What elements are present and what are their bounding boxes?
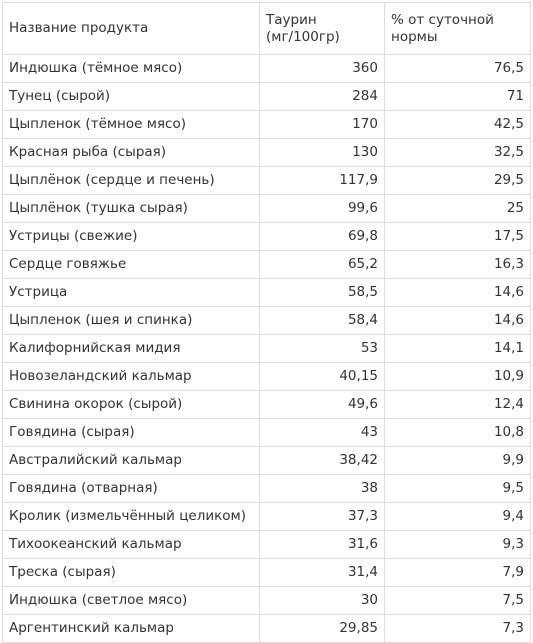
table-row: Новозеландский кальмар 40,15 10,9 — [2, 362, 531, 391]
cell-daily-percent: 10,9 — [384, 362, 531, 391]
table-row: Кролик (измельчённый целиком) 37,3 9,4 — [2, 502, 531, 531]
cell-taurine: 38,42 — [259, 446, 385, 475]
cell-daily-percent: 71 — [384, 82, 531, 111]
table-row: Сердце говяжье 65,2 16,3 — [2, 250, 531, 279]
cell-product-name: Кролик (измельчённый целиком) — [2, 502, 260, 531]
cell-taurine: 40,15 — [259, 362, 385, 391]
header-taurine: Таурин (мг/100гр) — [259, 2, 385, 55]
cell-taurine: 37,3 — [259, 502, 385, 531]
table-row: Тихоокеанский кальмар 31,6 9,3 — [2, 530, 531, 559]
table-header: Название продукта Таурин (мг/100гр) % от… — [2, 2, 531, 55]
cell-daily-percent: 16,3 — [384, 250, 531, 279]
table-body: Индюшка (тёмное мясо) 360 76,5 Тунец (сырой… — [2, 54, 531, 643]
table-row: Устрица 58,5 14,6 — [2, 278, 531, 307]
cell-daily-percent: 12,4 — [384, 390, 531, 419]
table-row: Аргентинский кальмар 29,85 7,3 — [2, 614, 531, 643]
cell-daily-percent: 29,5 — [384, 166, 531, 195]
cell-taurine: 38 — [259, 474, 385, 503]
cell-product-name: Красная рыба (сырая) — [2, 138, 260, 167]
cell-product-name: Аргентинский кальмар — [2, 614, 260, 643]
table-row: Красная рыба (сырая) 130 32,5 — [2, 138, 531, 167]
table-row: Цыплёнок (сердце и печень) 117,9 29,5 — [2, 166, 531, 195]
cell-taurine: 53 — [259, 334, 385, 363]
cell-daily-percent: 14,6 — [384, 278, 531, 307]
cell-taurine: 31,6 — [259, 530, 385, 559]
cell-product-name: Говядина (отварная) — [2, 474, 260, 503]
cell-daily-percent: 17,5 — [384, 222, 531, 251]
table-row: Говядина (сырая) 43 10,8 — [2, 418, 531, 447]
table-row: Свинина окорок (сырой) 49,6 12,4 — [2, 390, 531, 419]
cell-daily-percent: 14,1 — [384, 334, 531, 363]
cell-product-name: Устрица — [2, 278, 260, 307]
cell-product-name: Устрицы (свежие) — [2, 222, 260, 251]
cell-daily-percent: 9,3 — [384, 530, 531, 559]
cell-daily-percent: 10,8 — [384, 418, 531, 447]
cell-taurine: 65,2 — [259, 250, 385, 279]
cell-product-name: Калифорнийская мидия — [2, 334, 260, 363]
table-row: Устрицы (свежие) 69,8 17,5 — [2, 222, 531, 251]
cell-product-name: Тунец (сырой) — [2, 82, 260, 111]
cell-daily-percent: 32,5 — [384, 138, 531, 167]
header-product-name: Название продукта — [2, 2, 260, 55]
cell-taurine: 170 — [259, 110, 385, 139]
cell-product-name: Цыплёнок (сердце и печень) — [2, 166, 260, 195]
cell-daily-percent: 7,5 — [384, 586, 531, 615]
cell-daily-percent: 76,5 — [384, 54, 531, 83]
cell-taurine: 58,5 — [259, 278, 385, 307]
cell-daily-percent: 9,5 — [384, 474, 531, 503]
cell-daily-percent: 25 — [384, 194, 531, 223]
cell-product-name: Цыпленок (шея и спинка) — [2, 306, 260, 335]
cell-taurine: 58,4 — [259, 306, 385, 335]
cell-product-name: Индюшка (тёмное мясо) — [2, 54, 260, 83]
cell-product-name: Говядина (сырая) — [2, 418, 260, 447]
cell-taurine: 43 — [259, 418, 385, 447]
cell-taurine: 31,4 — [259, 558, 385, 587]
cell-taurine: 130 — [259, 138, 385, 167]
cell-product-name: Цыплёнок (тушка сырая) — [2, 194, 260, 223]
table-row: Говядина (отварная) 38 9,5 — [2, 474, 531, 503]
cell-daily-percent: 42,5 — [384, 110, 531, 139]
cell-product-name: Новозеландский кальмар — [2, 362, 260, 391]
table-row: Калифорнийская мидия 53 14,1 — [2, 334, 531, 363]
table-row: Тунец (сырой) 284 71 — [2, 82, 531, 111]
table-row: Индюшка (светлое мясо) 30 7,5 — [2, 586, 531, 615]
cell-product-name: Треска (сырая) — [2, 558, 260, 587]
cell-taurine: 29,85 — [259, 614, 385, 643]
cell-taurine: 99,6 — [259, 194, 385, 223]
cell-daily-percent: 9,9 — [384, 446, 531, 475]
cell-product-name: Цыпленок (тёмное мясо) — [2, 110, 260, 139]
cell-daily-percent: 14,6 — [384, 306, 531, 335]
cell-product-name: Австралийский кальмар — [2, 446, 260, 475]
cell-taurine: 49,6 — [259, 390, 385, 419]
cell-product-name: Свинина окорок (сырой) — [2, 390, 260, 419]
cell-taurine: 117,9 — [259, 166, 385, 195]
header-row: Название продукта Таурин (мг/100гр) % от… — [2, 2, 531, 55]
cell-taurine: 284 — [259, 82, 385, 111]
cell-product-name: Индюшка (светлое мясо) — [2, 586, 260, 615]
table-row: Цыплёнок (тушка сырая) 99,6 25 — [2, 194, 531, 223]
cell-taurine: 360 — [259, 54, 385, 83]
table-row: Цыпленок (тёмное мясо) 170 42,5 — [2, 110, 531, 139]
table-row: Треска (сырая) 31,4 7,9 — [2, 558, 531, 587]
cell-product-name: Сердце говяжье — [2, 250, 260, 279]
cell-taurine: 30 — [259, 586, 385, 615]
table-row: Австралийский кальмар 38,42 9,9 — [2, 446, 531, 475]
table-row: Цыпленок (шея и спинка) 58,4 14,6 — [2, 306, 531, 335]
cell-taurine: 69,8 — [259, 222, 385, 251]
cell-daily-percent: 7,3 — [384, 614, 531, 643]
cell-daily-percent: 9,4 — [384, 502, 531, 531]
cell-product-name: Тихоокеанский кальмар — [2, 530, 260, 559]
header-daily-percent: % от суточной нормы — [384, 2, 531, 55]
cell-daily-percent: 7,9 — [384, 558, 531, 587]
table-row: Индюшка (тёмное мясо) 360 76,5 — [2, 54, 531, 83]
